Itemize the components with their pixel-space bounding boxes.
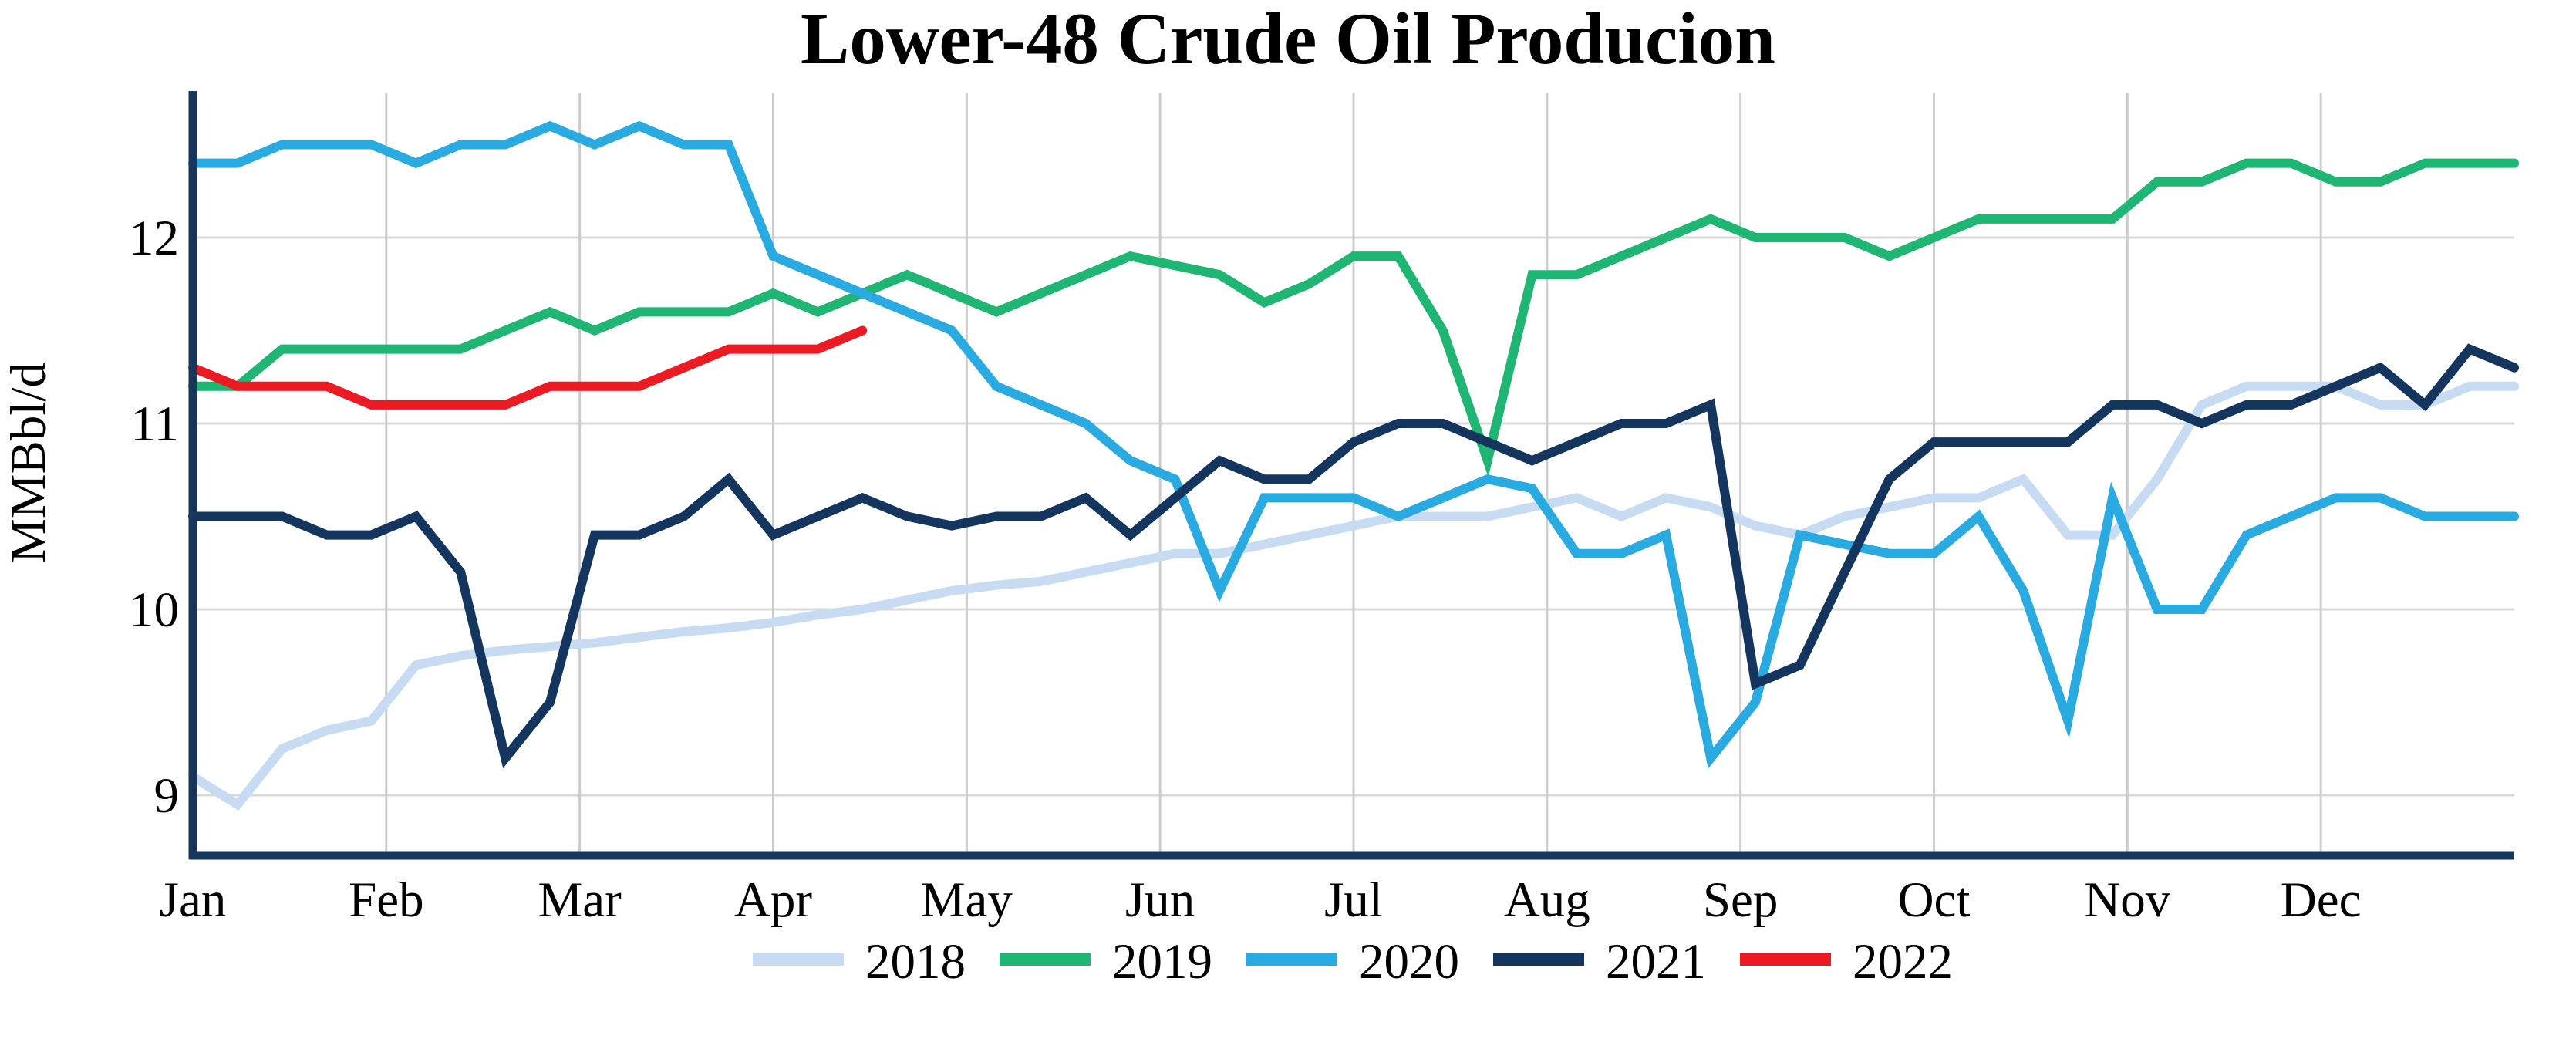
x-tick-apr: Apr	[734, 872, 812, 928]
x-tick-oct: Oct	[1898, 872, 1971, 928]
series-line-2018	[188, 381, 2519, 811]
x-tick-aug: Aug	[1504, 872, 1590, 928]
y-tick-labels: 9 10 11 12	[129, 211, 179, 824]
legend-label-2019: 2019	[1112, 934, 1212, 990]
x-tick-sep: Sep	[1703, 872, 1779, 928]
legend: 2018 2019 2020 2021 2022	[753, 934, 1953, 990]
legend-label-2018: 2018	[865, 934, 966, 990]
legend-label-2021: 2021	[1606, 934, 1706, 990]
legend-item-2019: 2019	[1000, 934, 1212, 990]
legend-swatch-2019	[1000, 953, 1091, 966]
legend-label-2022: 2022	[1853, 934, 1953, 990]
legend-swatch-2020	[1246, 953, 1337, 966]
series-line-2022	[188, 325, 868, 410]
x-tick-may: May	[921, 872, 1013, 928]
y-tick-12: 12	[129, 211, 179, 266]
legend-item-2018: 2018	[753, 934, 966, 990]
legend-item-2022: 2022	[1740, 934, 1953, 990]
series-line-2019	[188, 158, 2519, 477]
series-line-2020	[188, 120, 2519, 769]
legend-swatch-2021	[1493, 953, 1584, 966]
legend-label-2020: 2020	[1359, 934, 1459, 990]
series-lines	[188, 120, 2519, 811]
x-tick-feb: Feb	[349, 872, 424, 928]
legend-swatch-2018	[753, 953, 844, 966]
x-tick-jun: Jun	[1125, 872, 1195, 928]
legend-item-2021: 2021	[1493, 934, 1706, 990]
y-axis-label: MMBbl/d	[1, 363, 56, 563]
x-tick-labels: Jan Feb Mar Apr May Jun Jul Aug Sep Oct Nov Dec	[160, 872, 2362, 928]
y-tick-11: 11	[130, 396, 179, 452]
y-tick-10: 10	[129, 582, 179, 638]
legend-item-2020: 2020	[1246, 934, 1459, 990]
x-tick-jan: Jan	[160, 872, 227, 928]
series-line-2021	[188, 343, 2519, 769]
x-tick-nov: Nov	[2084, 872, 2170, 928]
gridlines	[193, 93, 2514, 855]
x-tick-dec: Dec	[2281, 872, 2362, 928]
x-tick-mar: Mar	[538, 872, 622, 928]
x-tick-jul: Jul	[1324, 872, 1383, 928]
y-tick-9: 9	[154, 768, 180, 824]
chart-title: Lower-48 Crude Oil Producion	[801, 0, 1775, 79]
legend-swatch-2022	[1740, 953, 1831, 966]
